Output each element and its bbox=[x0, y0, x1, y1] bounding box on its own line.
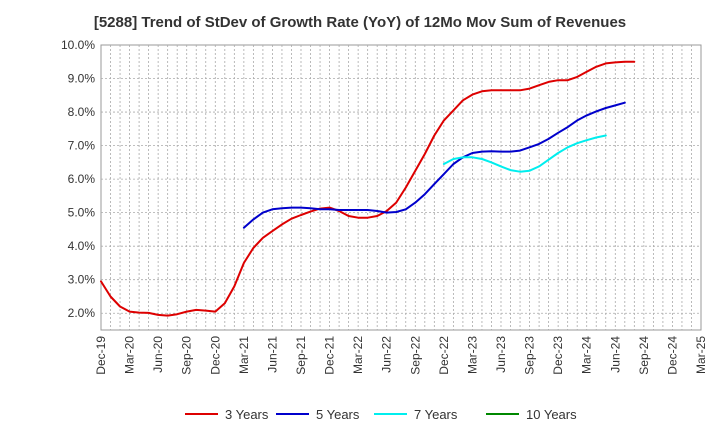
y-tick-label: 9.0% bbox=[68, 72, 96, 86]
x-tick-label: Dec-24 bbox=[665, 336, 679, 375]
y-tick-label: 6.0% bbox=[68, 172, 96, 186]
series-line-5-years bbox=[242, 101, 626, 229]
x-tick-label: Dec-23 bbox=[551, 336, 565, 375]
x-tick-label: Jun-20 bbox=[151, 336, 165, 373]
legend-label: 3 Years bbox=[225, 407, 269, 422]
chart-title: [5288] Trend of StDev of Growth Rate (Yo… bbox=[93, 14, 627, 31]
x-tick-label: Mar-23 bbox=[465, 336, 479, 374]
x-tick-label: Mar-21 bbox=[237, 336, 251, 374]
y-tick-label: 3.0% bbox=[68, 273, 96, 287]
x-tick-label: Jun-21 bbox=[265, 336, 279, 373]
x-tick-label: Mar-24 bbox=[580, 336, 594, 374]
x-tick-label: Sep-23 bbox=[523, 336, 537, 375]
x-tick-label: Dec-19 bbox=[94, 336, 108, 375]
y-tick-label: 7.0% bbox=[68, 139, 96, 153]
x-tick-label: Mar-22 bbox=[351, 336, 365, 374]
x-tick-label: Dec-20 bbox=[208, 336, 222, 375]
series-line-3-years bbox=[100, 60, 636, 317]
x-tick-label: Mar-25 bbox=[694, 336, 708, 374]
legend-label: 10 Years bbox=[526, 407, 577, 422]
y-tick-label: 4.0% bbox=[68, 239, 96, 253]
x-tick-label: Sep-20 bbox=[180, 336, 194, 375]
y-tick-label: 10.0% bbox=[61, 38, 95, 52]
x-tick-label: Dec-21 bbox=[323, 336, 337, 375]
x-tick-label: Sep-24 bbox=[637, 336, 651, 375]
x-tick-label: Sep-21 bbox=[294, 336, 308, 375]
legend-label: 7 Years bbox=[414, 407, 458, 422]
y-tick-label: 2.0% bbox=[68, 306, 96, 320]
y-tick-label: 8.0% bbox=[68, 105, 96, 119]
x-tick-label: Jun-22 bbox=[380, 336, 394, 373]
x-tick-label: Dec-22 bbox=[437, 336, 451, 375]
x-tick-label: Jun-23 bbox=[494, 336, 508, 373]
x-tick-label: Mar-20 bbox=[123, 336, 137, 374]
x-tick-label: Sep-22 bbox=[408, 336, 422, 375]
y-tick-label: 5.0% bbox=[68, 206, 96, 220]
legend-label: 5 Years bbox=[316, 407, 360, 422]
plot-area bbox=[100, 44, 702, 331]
x-tick-label: Jun-24 bbox=[608, 336, 622, 373]
series-line-7-years bbox=[442, 134, 607, 173]
